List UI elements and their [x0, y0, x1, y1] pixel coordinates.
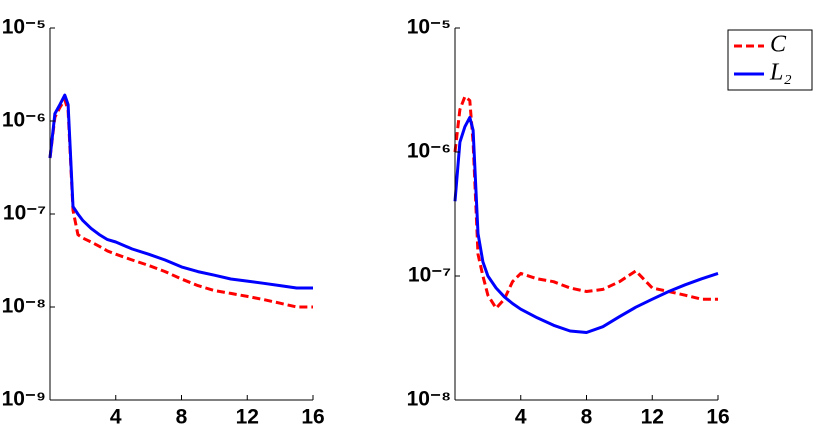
- data-line: [48, 93, 313, 290]
- y-tick-label: 10⁻⁵: [407, 16, 451, 39]
- x-tick-label: 12: [641, 406, 664, 429]
- legend-label: C: [770, 32, 787, 58]
- x-tick-label: 16: [301, 406, 324, 429]
- y-tick-label: 10⁻⁵: [2, 16, 46, 39]
- x-tick-label: 4: [515, 406, 527, 429]
- x-tick-label: 16: [706, 406, 729, 429]
- y-tick-label: 10⁻⁶: [407, 140, 451, 163]
- x-tick-label: 12: [236, 406, 259, 429]
- y-tick-label: 10⁻⁶: [2, 109, 46, 132]
- x-tick-label: 8: [581, 406, 593, 429]
- data-line: [453, 115, 719, 334]
- y-tick-label: 10⁻⁷: [3, 202, 46, 225]
- y-tick-label: 10⁻⁸: [407, 388, 451, 411]
- x-tick-label: 4: [110, 406, 122, 429]
- data-line: [48, 98, 313, 309]
- y-tick-label: 10⁻⁹: [2, 388, 46, 411]
- x-tick-label: 8: [176, 406, 188, 429]
- y-tick-label: 10⁻⁸: [2, 295, 46, 318]
- legend-label: L₂: [769, 60, 792, 86]
- data-line: [453, 95, 718, 310]
- legend-box: [727, 29, 813, 91]
- y-tick-label: 10⁻⁷: [408, 264, 451, 287]
